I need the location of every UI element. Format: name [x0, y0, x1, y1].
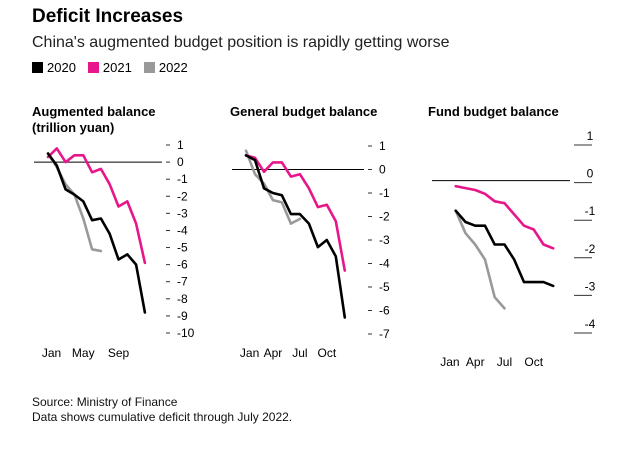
series-line-augmented-2020	[46, 152, 147, 314]
ytick-label-augmented-2: -1	[177, 172, 188, 186]
xtick-label-general-0: Jan	[240, 346, 259, 360]
panel-title-fund-line1: Fund budget balance	[428, 104, 559, 119]
ytick-label-fund-2: -1	[585, 204, 596, 218]
ytick-label-augmented-5: -4	[177, 223, 188, 237]
ytick-label-general-8: -7	[379, 327, 390, 341]
legend-item-2020: 2020	[32, 60, 76, 75]
xtick-label-augmented-2: Sep	[108, 346, 130, 360]
xtick-label-fund-3: Oct	[524, 355, 543, 369]
legend-swatch-2021	[87, 62, 99, 73]
data-note: Data shows cumulative deficit through Ju…	[32, 410, 293, 424]
ytick-label-general-0: 1	[379, 139, 386, 153]
ytick-label-general-1: 0	[379, 163, 386, 177]
ytick-label-augmented-3: -2	[177, 189, 188, 203]
ytick-label-augmented-10: -9	[177, 309, 188, 323]
source-note: Source: Ministry of Finance	[32, 395, 178, 409]
legend-item-2022: 2022	[143, 60, 188, 75]
legend-swatch-2020	[32, 62, 43, 73]
panel-augmented: 1 0 -1 -2 -3 -4 -5 -6 -7 -8 -9 -10 Jan May Sep	[34, 138, 195, 360]
xtick-label-fund-1: Apr	[466, 355, 485, 369]
series-line-general-2022	[244, 149, 302, 225]
panel-title-general: General budget balance	[230, 104, 377, 120]
ytick-label-fund-3: -2	[585, 242, 596, 256]
chart-subtitle: China's augmented budget position is rap…	[32, 34, 450, 51]
ytick-label-augmented-0: 1	[177, 138, 184, 152]
series-line-augmented-2021	[46, 147, 147, 265]
legend-label-2020: 2020	[47, 60, 76, 75]
ytick-label-fund-4: -3	[585, 279, 596, 293]
panel-title-augmented: Augmented balance (trillion yuan)	[32, 104, 156, 136]
ytick-label-augmented-8: -7	[177, 275, 188, 289]
xtick-label-general-2: Jul	[292, 346, 307, 360]
ytick-label-general-2: -1	[379, 186, 390, 200]
series-line-general-2021	[244, 154, 347, 272]
panel-general: 1 0 -1 -2 -3 -4 -5 -6 -7 Jan Apr Jul Oct	[232, 139, 390, 360]
series-line-fund-2021	[454, 184, 555, 250]
ytick-label-general-6: -5	[379, 280, 390, 294]
ytick-label-fund-1: 0	[587, 167, 594, 181]
xtick-label-general-3: Oct	[318, 346, 337, 360]
ytick-label-general-5: -4	[379, 257, 390, 271]
series-line-fund-2020	[454, 209, 555, 288]
ytick-label-general-4: -3	[379, 233, 390, 247]
series-line-fund-2022	[454, 209, 506, 310]
xtick-label-augmented-0: Jan	[42, 346, 61, 360]
ytick-label-fund-0: 1	[587, 129, 594, 143]
footer: Source: Ministry of Finance Data shows c…	[32, 395, 292, 425]
series-line-augmented-2022	[46, 152, 103, 253]
ytick-label-fund-5: -4	[585, 317, 596, 331]
legend-label-2022: 2022	[158, 60, 188, 75]
panel-title-general-line1: General budget balance	[230, 104, 378, 119]
panel-title-augmented-line2: (trillion yuan)	[32, 120, 115, 135]
xtick-label-general-1: Apr	[264, 346, 283, 360]
ytick-label-general-3: -2	[379, 210, 390, 224]
panel-title-fund: Fund budget balance	[428, 104, 559, 120]
ytick-label-augmented-11: -10	[177, 326, 195, 340]
ytick-label-augmented-7: -6	[177, 258, 188, 272]
legend-label-2021: 2021	[102, 60, 132, 75]
panel-title-augmented-line1: Augmented balance	[32, 104, 156, 119]
ytick-label-augmented-1: 0	[177, 155, 184, 169]
xtick-label-fund-2: Jul	[497, 355, 512, 369]
xtick-label-fund-0: Jan	[440, 355, 459, 369]
legend-swatch-2022	[143, 62, 155, 73]
series-line-general-2020	[244, 154, 347, 319]
xtick-label-augmented-1: May	[72, 346, 95, 360]
ytick-label-augmented-4: -3	[177, 206, 188, 220]
chart-title: Deficit Increases	[32, 6, 184, 27]
ytick-label-augmented-9: -8	[177, 292, 188, 306]
ytick-label-augmented-6: -5	[177, 241, 188, 255]
panel-fund: 1 0 -1 -2 -3 -4 Jan Apr Jul Oct	[432, 129, 596, 369]
ytick-label-general-7: -6	[379, 304, 390, 318]
legend-item-2021: 2021	[87, 60, 132, 75]
legend: 2020 2021 2022	[32, 60, 188, 75]
